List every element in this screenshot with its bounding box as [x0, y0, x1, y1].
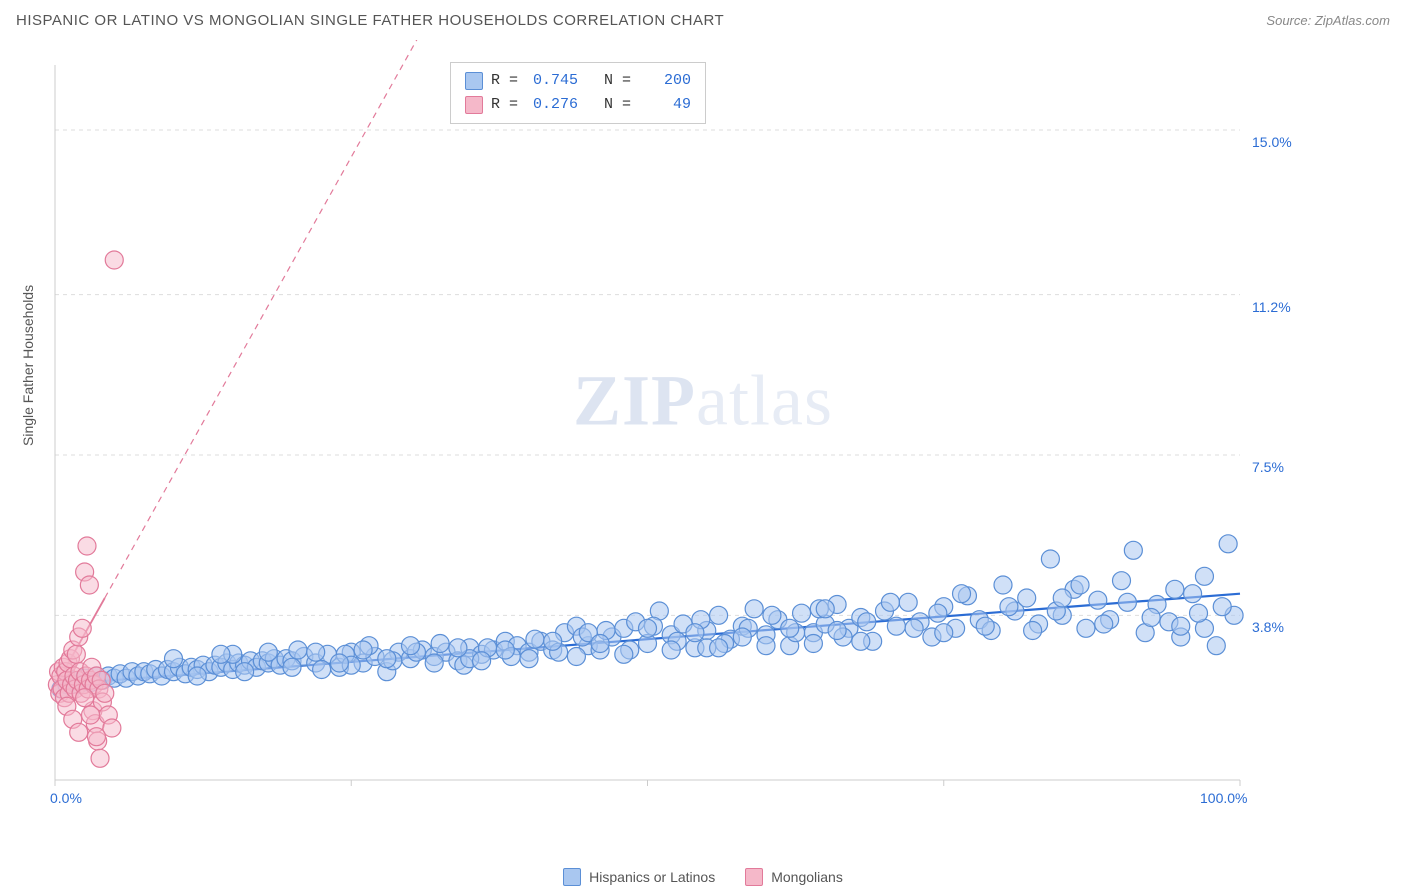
legend-label: Mongolians: [771, 869, 843, 885]
stats-r-value: 0.745: [526, 69, 578, 93]
stats-r-value: 0.276: [526, 93, 578, 117]
chart-container: HISPANIC OR LATINO VS MONGOLIAN SINGLE F…: [0, 0, 1406, 892]
y-tick-label: 15.0%: [1252, 134, 1292, 150]
stats-row: R = 0.276 N = 49: [465, 93, 691, 117]
stats-n-label: N =: [586, 93, 631, 117]
source-label: Source:: [1266, 13, 1311, 28]
stats-r-label: R =: [491, 93, 518, 117]
y-tick-label: 11.2%: [1252, 299, 1291, 315]
legend-swatch: [745, 868, 763, 886]
y-tick-label: 7.5%: [1252, 459, 1284, 475]
stats-swatch: [465, 96, 483, 114]
legend-label: Hispanics or Latinos: [589, 869, 715, 885]
stats-row: R = 0.745 N = 200: [465, 69, 691, 93]
legend-item: Hispanics or Latinos: [563, 868, 715, 886]
chart-title: HISPANIC OR LATINO VS MONGOLIAN SINGLE F…: [16, 12, 724, 29]
stats-r-label: R =: [491, 69, 518, 93]
stats-n-label: N =: [586, 69, 631, 93]
y-tick-label: 3.8%: [1252, 619, 1284, 635]
stats-swatch: [465, 72, 483, 90]
scatter-chart: [0, 40, 1300, 820]
legend-item: Mongolians: [745, 868, 843, 886]
x-axis-legend: Hispanics or Latinos Mongolians: [0, 868, 1406, 886]
title-bar: HISPANIC OR LATINO VS MONGOLIAN SINGLE F…: [0, 0, 1406, 40]
legend-swatch: [563, 868, 581, 886]
stats-n-value: 49: [639, 93, 691, 117]
source-attribution: Source: ZipAtlas.com: [1266, 13, 1390, 28]
stats-n-value: 200: [639, 69, 691, 93]
source-value: ZipAtlas.com: [1315, 13, 1390, 28]
correlation-stats-box: R = 0.745 N = 200 R = 0.276 N = 49: [450, 62, 706, 124]
x-axis-max-label: 100.0%: [1200, 790, 1247, 806]
x-axis-min-label: 0.0%: [50, 790, 82, 806]
